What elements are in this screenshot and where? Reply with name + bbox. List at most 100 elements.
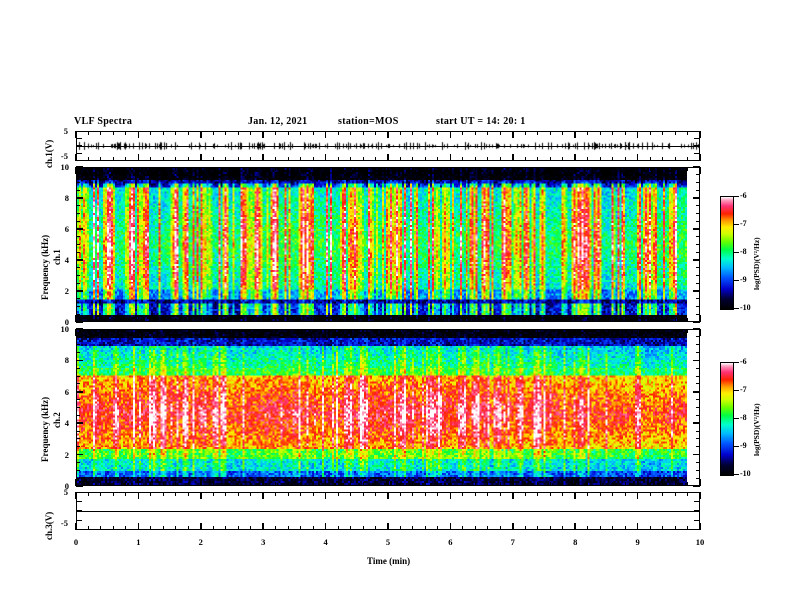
axis-tick — [375, 167, 377, 171]
axis-tick — [300, 482, 302, 486]
axis-tick — [636, 167, 639, 174]
axis-tick — [375, 329, 377, 333]
axis-tick — [696, 236, 700, 238]
axis-tick — [474, 329, 476, 333]
axis-tick — [694, 145, 700, 147]
axis-tick — [474, 167, 476, 171]
axis-tick — [437, 329, 439, 333]
axis-tick — [75, 479, 77, 486]
axis-tick — [474, 526, 476, 530]
axis-tick — [76, 422, 83, 424]
axis-tick — [524, 329, 526, 333]
axis-tick — [636, 315, 639, 322]
start-ut-label: start UT = 14: 20: 1 — [436, 116, 526, 127]
ch3-waveform-trace — [77, 511, 699, 513]
axis-tick — [76, 189, 80, 191]
ch2-freq-tick-10: 10 — [60, 324, 70, 334]
axis-tick — [287, 131, 289, 135]
axis-tick — [324, 131, 327, 138]
axis-tick — [474, 157, 476, 161]
axis-tick — [350, 482, 352, 486]
axis-tick — [462, 526, 464, 530]
axis-tick — [175, 482, 177, 486]
axis-tick — [524, 492, 526, 496]
axis-tick — [694, 152, 700, 155]
axis-tick — [125, 318, 127, 322]
axis-tick — [687, 167, 689, 171]
xaxis-tick-4: 4 — [323, 537, 328, 547]
axis-tick — [125, 329, 127, 333]
axis-tick — [76, 399, 80, 401]
axis-tick — [300, 492, 302, 496]
axis-tick — [76, 275, 80, 276]
axis-tick — [449, 329, 452, 336]
axis-tick — [350, 167, 352, 171]
axis-tick — [362, 318, 364, 322]
axis-tick — [649, 157, 651, 161]
xaxis-tick-2: 2 — [198, 537, 203, 547]
axis-tick — [112, 157, 114, 161]
axis-tick — [674, 157, 676, 161]
axis-tick — [125, 492, 127, 496]
axis-tick — [237, 131, 239, 135]
axis-tick — [287, 329, 289, 333]
axis-tick — [76, 453, 83, 456]
axis-tick — [449, 479, 452, 486]
axis-tick — [112, 492, 114, 496]
axis-tick — [187, 131, 189, 135]
axis-tick — [537, 318, 539, 322]
axis-tick — [225, 318, 227, 322]
axis-tick — [187, 526, 189, 530]
axis-tick — [512, 131, 514, 138]
axis-tick — [662, 526, 664, 530]
axis-tick — [87, 167, 89, 171]
axis-tick — [624, 482, 626, 486]
axis-tick — [300, 526, 302, 530]
axis-tick — [250, 318, 252, 322]
axis-tick — [76, 145, 82, 147]
axis-tick — [187, 167, 189, 171]
axis-tick — [662, 329, 664, 333]
axis-tick — [574, 315, 576, 322]
axis-tick — [549, 318, 551, 322]
axis-tick — [424, 482, 426, 486]
axis-tick — [512, 315, 514, 322]
axis-tick — [649, 482, 651, 486]
axis-tick — [337, 526, 339, 530]
ch1-wave-tick-pos: 5 — [63, 126, 68, 136]
axis-tick — [262, 154, 264, 161]
axis-tick — [462, 157, 464, 161]
axis-tick — [387, 131, 389, 138]
axis-tick — [200, 154, 202, 161]
axis-tick — [574, 131, 576, 138]
axis-tick — [112, 329, 114, 333]
axis-tick — [324, 167, 327, 174]
axis-tick — [76, 510, 82, 512]
axis-tick — [324, 523, 327, 530]
axis-tick — [76, 359, 83, 362]
axis-tick — [412, 131, 414, 135]
axis-tick — [275, 318, 277, 322]
axis-tick — [649, 329, 651, 333]
axis-tick — [612, 492, 614, 496]
axis-tick — [200, 315, 202, 322]
axis-tick — [112, 482, 114, 486]
ch2-spectrogram-image — [77, 330, 699, 485]
axis-tick — [100, 492, 102, 496]
axis-tick — [275, 492, 277, 496]
axis-tick — [694, 510, 700, 512]
axis-tick — [487, 167, 489, 171]
axis-tick — [693, 228, 700, 230]
axis-tick — [449, 154, 452, 161]
colorbar-tick — [734, 308, 739, 310]
axis-tick — [693, 321, 700, 323]
axis-tick — [499, 329, 501, 333]
axis-tick — [362, 492, 364, 496]
axis-tick — [399, 318, 401, 322]
axis-tick — [175, 167, 177, 171]
axis-tick — [337, 492, 339, 496]
axis-tick — [487, 157, 489, 161]
axis-tick — [312, 492, 314, 496]
axis-tick — [687, 131, 689, 135]
